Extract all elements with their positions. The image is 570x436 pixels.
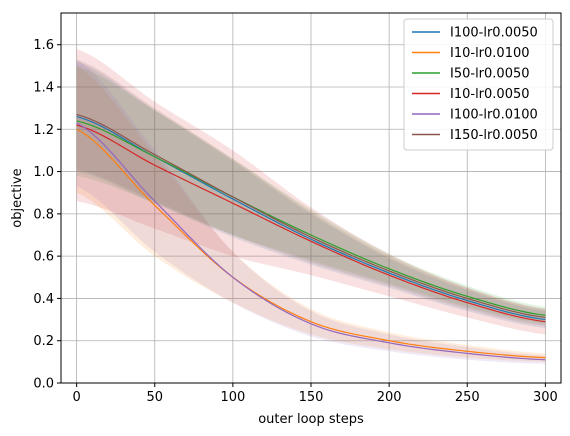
series-lines (76, 113, 546, 361)
y-tick-label: 0.8 (33, 207, 54, 222)
series-band-4 (76, 59, 546, 364)
x-tick-label: 250 (455, 390, 480, 405)
series-line-3 (76, 124, 546, 323)
series-band-1 (76, 65, 546, 362)
y-tick-label: 0.2 (33, 334, 54, 349)
x-tick-label: 100 (220, 390, 245, 405)
y-tick-label: 0.6 (33, 250, 54, 265)
x-axis-ticks: 0 50 100 150 200 250 300 (72, 383, 558, 405)
series-line-2 (76, 120, 546, 316)
legend-label: I150-lr0.0050 (450, 128, 538, 143)
x-tick-label: 300 (533, 390, 558, 405)
y-tick-label: 1.6 (33, 38, 54, 53)
series-band-0 (76, 61, 546, 329)
legend-label: I100-lr0.0050 (450, 26, 538, 41)
series-band-2 (76, 65, 546, 324)
y-tick-label: 1.2 (33, 123, 54, 138)
y-tick-label: 0.4 (33, 292, 54, 307)
legend-label: I10-lr0.0100 (450, 46, 530, 61)
series-line-5 (76, 113, 546, 319)
legend-box (403, 18, 554, 151)
series-band-5 (76, 59, 546, 326)
y-tick-label: 1.0 (33, 165, 54, 180)
legend: I100-lr0.0050 I10-lr0.0100 I50-lr0.0050 I10… (403, 18, 554, 151)
series-line-4 (76, 122, 546, 361)
y-axis-ticks: 0.0 0.2 0.4 0.6 0.8 1.0 1.2 1.4 1.6 (33, 38, 61, 392)
legend-label: I10-lr0.0050 (450, 87, 530, 102)
series-line-1 (76, 128, 546, 359)
x-axis-label: outer loop steps (258, 412, 364, 427)
legend-label: I50-lr0.0050 (450, 67, 530, 82)
x-tick-label: 200 (377, 390, 402, 405)
x-tick-label: 150 (299, 390, 324, 405)
y-tick-label: 1.4 (33, 81, 54, 96)
y-axis-label: objective (10, 168, 25, 227)
x-tick-label: 0 (72, 390, 80, 405)
legend-label: I100-lr0.0100 (450, 108, 538, 123)
y-tick-label: 0.0 (33, 377, 54, 392)
x-tick-label: 50 (146, 390, 163, 405)
